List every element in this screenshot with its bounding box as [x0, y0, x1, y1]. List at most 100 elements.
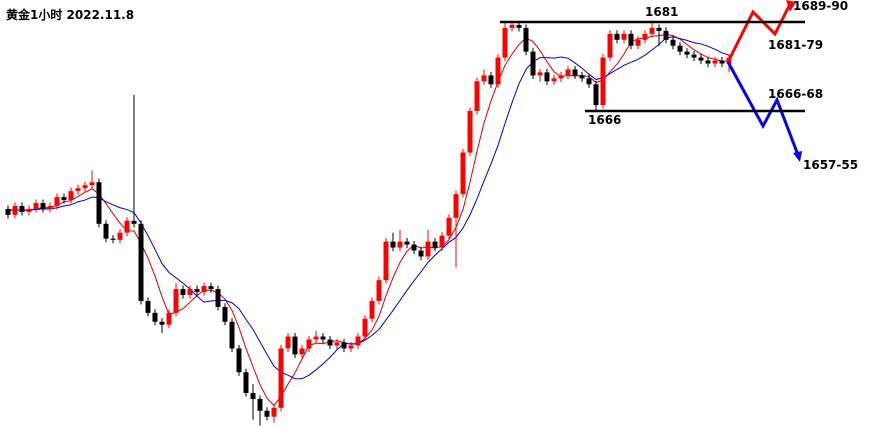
candle-body	[320, 336, 326, 340]
candle-body	[362, 318, 368, 337]
candle-body	[481, 75, 487, 82]
candle-body	[425, 241, 431, 257]
candle-body	[187, 289, 193, 296]
candle-body	[551, 78, 557, 82]
candle-body	[586, 78, 592, 85]
moving-average	[8, 33, 729, 407]
down-arrow-head	[793, 151, 802, 162]
candle-body	[390, 241, 396, 248]
candle-body	[530, 51, 536, 76]
candle-body	[215, 289, 221, 307]
candle-body	[355, 336, 361, 346]
candle-body	[698, 57, 704, 61]
candle-body	[82, 185, 88, 189]
candle-body	[509, 24, 515, 28]
candle-body	[572, 69, 578, 76]
candle-body	[257, 398, 263, 411]
candle-body	[439, 235, 445, 248]
candle-body	[691, 54, 697, 58]
candle-body	[495, 57, 501, 85]
candle-body	[47, 205, 53, 209]
candle-body	[285, 336, 291, 349]
candle-body	[222, 306, 228, 322]
candle-body	[33, 203, 39, 209]
candle-body	[418, 250, 424, 257]
candle-body	[89, 182, 95, 186]
candle-body	[579, 75, 585, 79]
candle-body	[54, 197, 60, 206]
candle-body	[131, 220, 137, 224]
candle-body	[523, 27, 529, 52]
candle-body	[68, 191, 74, 201]
chart-title: 黄金1小时 2022.11.8	[6, 7, 134, 22]
candle-body	[292, 336, 298, 355]
candle-body	[607, 33, 613, 58]
annotation: 1666-68	[768, 87, 823, 101]
candle-body	[663, 30, 669, 40]
candle-body	[5, 208, 11, 215]
candle-body	[600, 57, 606, 106]
candle-body	[446, 217, 452, 236]
candle-body	[383, 241, 389, 281]
level-label: 1681	[645, 5, 678, 19]
candle-body	[467, 111, 473, 153]
candle-body	[558, 75, 564, 79]
candle-body	[712, 60, 718, 64]
candle-body	[264, 410, 270, 417]
candle-body	[166, 312, 172, 325]
candle-body	[684, 51, 690, 55]
candle-body	[229, 321, 235, 349]
candle-body	[474, 81, 480, 112]
candle-body	[26, 208, 32, 212]
candle-body	[488, 75, 494, 85]
candle-body	[642, 33, 648, 40]
candle-body	[19, 205, 25, 212]
candle-body	[628, 33, 634, 46]
candle-body	[271, 407, 277, 417]
candle-body	[670, 39, 676, 46]
candle-body	[502, 27, 508, 58]
candle-body	[236, 348, 242, 373]
candle-body	[180, 289, 186, 296]
candle-body	[614, 33, 620, 40]
candle-body	[593, 84, 599, 106]
candle-body	[110, 238, 116, 240]
candle-body	[124, 220, 130, 233]
candle-body	[194, 289, 200, 293]
candle-body	[453, 194, 459, 218]
candle-body	[656, 27, 662, 31]
annotation: 1689-90	[793, 0, 848, 13]
candle-body	[432, 241, 438, 248]
candle-body	[376, 280, 382, 301]
candle-body	[173, 289, 179, 313]
up-arrow	[726, 3, 792, 63]
candle-body	[278, 348, 284, 408]
down-arrow	[726, 61, 800, 156]
candle-body	[299, 348, 305, 355]
candle-body	[327, 339, 333, 346]
candle-body	[719, 60, 725, 64]
candle-body	[621, 33, 627, 40]
candle-body	[649, 27, 655, 34]
annotation: 1681-79	[768, 38, 823, 52]
candle-body	[313, 336, 319, 340]
candle-body	[159, 321, 165, 325]
candle-body	[152, 312, 158, 322]
candle-body	[460, 152, 466, 195]
candle-body	[334, 342, 340, 346]
candle-body	[516, 24, 522, 28]
candle-body	[117, 232, 123, 240]
candle-body	[243, 372, 249, 393]
candle-body	[537, 72, 543, 76]
candle-body	[138, 223, 144, 301]
candle-body	[635, 39, 641, 46]
candle-body	[369, 300, 375, 319]
candle-body	[75, 188, 81, 192]
candle-body	[306, 339, 312, 349]
level-label: 1666	[588, 113, 621, 127]
candle-body	[397, 241, 403, 248]
up-arrow-head	[786, 0, 796, 12]
candle-body	[40, 203, 46, 209]
candle-body	[103, 223, 109, 239]
